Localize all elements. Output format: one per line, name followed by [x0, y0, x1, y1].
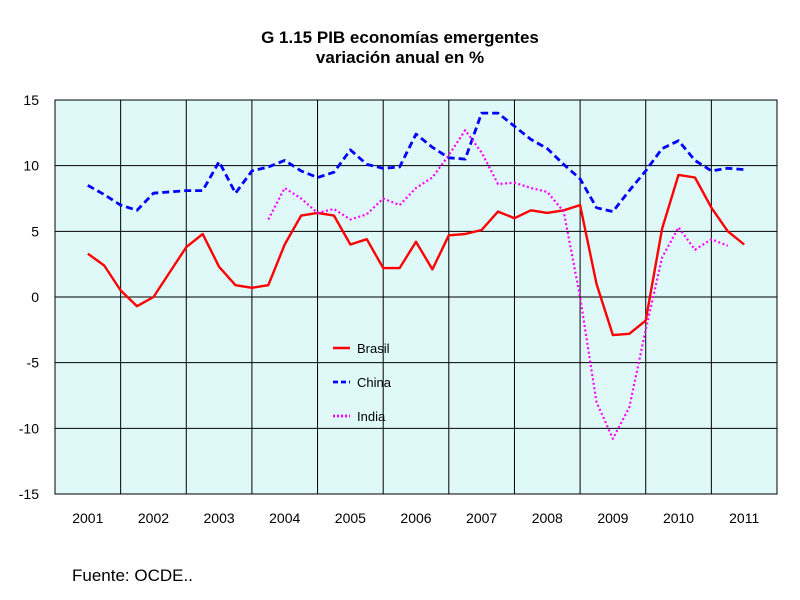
x-tick-label: 2011 — [729, 510, 759, 526]
y-tick-label: 0 — [31, 289, 39, 305]
x-tick-label: 2004 — [269, 510, 300, 526]
legend-label-brasil: Brasil — [357, 341, 390, 356]
legend-label-india: India — [357, 409, 386, 424]
series-line-china — [87, 111, 745, 214]
chart-title: G 1.15 PIB economías emergentes — [261, 28, 539, 47]
x-tick-label: 2005 — [335, 510, 366, 526]
x-tick-label: 2006 — [400, 510, 431, 526]
y-tick-label: -10 — [19, 420, 39, 436]
x-tick-label: 2003 — [204, 510, 235, 526]
x-tick-label: 2008 — [532, 510, 563, 526]
y-tick-label: 10 — [23, 158, 39, 174]
x-tick-label: 2007 — [466, 510, 497, 526]
series-line-brasil — [87, 173, 745, 337]
series-line-india — [267, 129, 729, 440]
legend: Brasil China India — [333, 341, 392, 424]
x-axis: 2001 2002 2003 2004 2005 2006 2007 2008 2009 2010… — [72, 510, 759, 526]
legend-label-china: China — [357, 375, 392, 390]
x-tick-label: 2009 — [597, 510, 628, 526]
y-tick-label: 5 — [31, 223, 39, 239]
x-tick-label: 2010 — [663, 510, 694, 526]
y-axis: 15 10 5 0 -5 -10 -15 — [19, 92, 39, 502]
source-note: Fuente: OCDE.. — [72, 566, 193, 585]
y-tick-label: -5 — [27, 355, 40, 371]
x-tick-label: 2001 — [72, 510, 103, 526]
plot-border — [54, 99, 778, 495]
y-tick-label: -15 — [19, 486, 39, 502]
chart-subtitle: variación anual en % — [315, 48, 485, 67]
y-tick-label: 15 — [23, 92, 39, 108]
series-lines — [87, 111, 745, 440]
x-tick-label: 2002 — [138, 510, 169, 526]
